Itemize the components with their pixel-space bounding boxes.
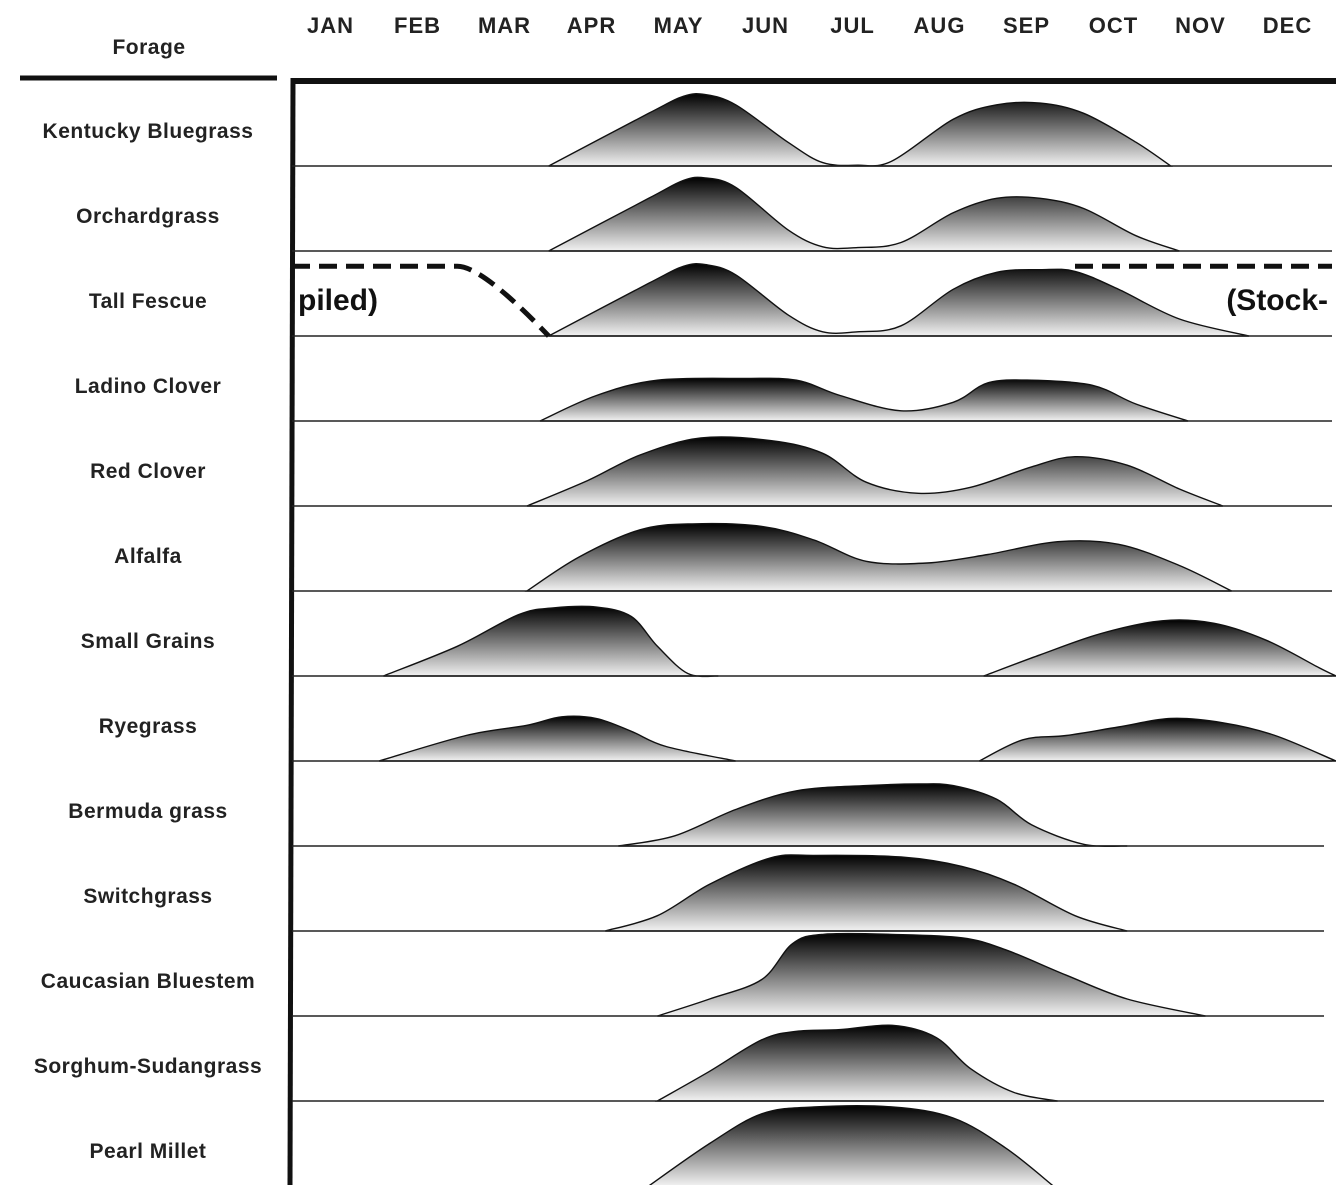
forage-row-switchgrass: Switchgrass xyxy=(83,854,1324,932)
forage-row-ryegrass: Ryegrass xyxy=(99,715,1336,762)
month-label-dec: DEC xyxy=(1263,13,1312,38)
forage-row-kentucky-bluegrass: Kentucky Bluegrass xyxy=(43,93,1332,167)
forage-label: Tall Fescue xyxy=(89,290,207,313)
month-label-may: MAY xyxy=(654,13,704,38)
availability-area xyxy=(539,377,1189,422)
availability-area xyxy=(548,176,1180,252)
month-label-apr: APR xyxy=(567,13,616,38)
availability-area xyxy=(648,1105,1054,1185)
forage-row-pearl-millet: Pearl Millet xyxy=(90,1105,1054,1185)
forage-row-orchardgrass: Orchardgrass xyxy=(76,176,1332,252)
forage-label: Small Grains xyxy=(81,630,215,653)
forage-row-tall-fescue: Tall Fescue piled) (Stock- xyxy=(89,263,1332,338)
availability-area xyxy=(605,854,1128,932)
row-header-label: Forage xyxy=(112,36,185,59)
forage-label: Ladino Clover xyxy=(75,375,222,398)
month-label-sep: SEP xyxy=(1003,13,1050,38)
month-label-jul: JUL xyxy=(830,13,875,38)
forage-row-caucasian-bluestem: Caucasian Bluestem xyxy=(41,932,1324,1017)
month-label-nov: NOV xyxy=(1175,13,1226,38)
availability-area xyxy=(618,783,1128,848)
availability-area xyxy=(378,715,736,762)
forage-label: Kentucky Bluegrass xyxy=(43,120,254,143)
availability-area xyxy=(983,619,1336,677)
forage-label: Alfalfa xyxy=(114,545,182,568)
availability-area xyxy=(978,717,1336,762)
forage-rows: Kentucky Bluegrass Orchardgrass Tall Fescu… xyxy=(34,93,1336,1185)
month-label-jan: JAN xyxy=(307,13,354,38)
forage-label: Sorghum-Sudangrass xyxy=(34,1055,262,1078)
stockpiled-annotation-left: piled) xyxy=(298,284,378,317)
availability-area xyxy=(548,93,1173,167)
stockpiled-annotation-right: (Stock- xyxy=(1226,284,1328,317)
month-label-mar: MAR xyxy=(478,13,531,38)
month-label-aug: AUG xyxy=(914,13,966,38)
forage-row-small-grains: Small Grains xyxy=(81,605,1336,678)
month-label-feb: FEB xyxy=(394,13,441,38)
availability-area xyxy=(526,436,1224,507)
availability-area xyxy=(524,522,1232,592)
month-label-jun: JUN xyxy=(742,13,789,38)
availability-area xyxy=(548,263,1250,337)
forage-label: Red Clover xyxy=(90,460,206,483)
availability-area xyxy=(657,932,1206,1017)
forage-label: Orchardgrass xyxy=(76,205,220,228)
forage-label: Caucasian Bluestem xyxy=(41,970,255,993)
forage-row-red-clover: Red Clover xyxy=(90,436,1332,507)
left-axis xyxy=(287,77,296,1185)
forage-row-ladino-clover: Ladino Clover xyxy=(75,375,1332,422)
month-labels: JAN FEB MAR APR MAY JUN JUL AUG SEP OCT NOV DEC xyxy=(307,13,1312,38)
forage-row-sorghum-sudangrass: Sorghum-Sudangrass xyxy=(34,1024,1324,1102)
forage-row-bermuda-grass: Bermuda grass xyxy=(68,783,1324,848)
forage-label: Pearl Millet xyxy=(90,1140,207,1163)
month-label-oct: OCT xyxy=(1089,13,1138,38)
availability-area xyxy=(654,1024,1058,1102)
forage-label: Switchgrass xyxy=(83,885,212,908)
forage-row-alfalfa: Alfalfa xyxy=(114,522,1332,592)
forage-label: Ryegrass xyxy=(99,715,198,738)
stockpiled-dashed-line-left xyxy=(292,263,551,338)
forage-label: Bermuda grass xyxy=(68,800,227,823)
availability-area xyxy=(383,605,719,678)
